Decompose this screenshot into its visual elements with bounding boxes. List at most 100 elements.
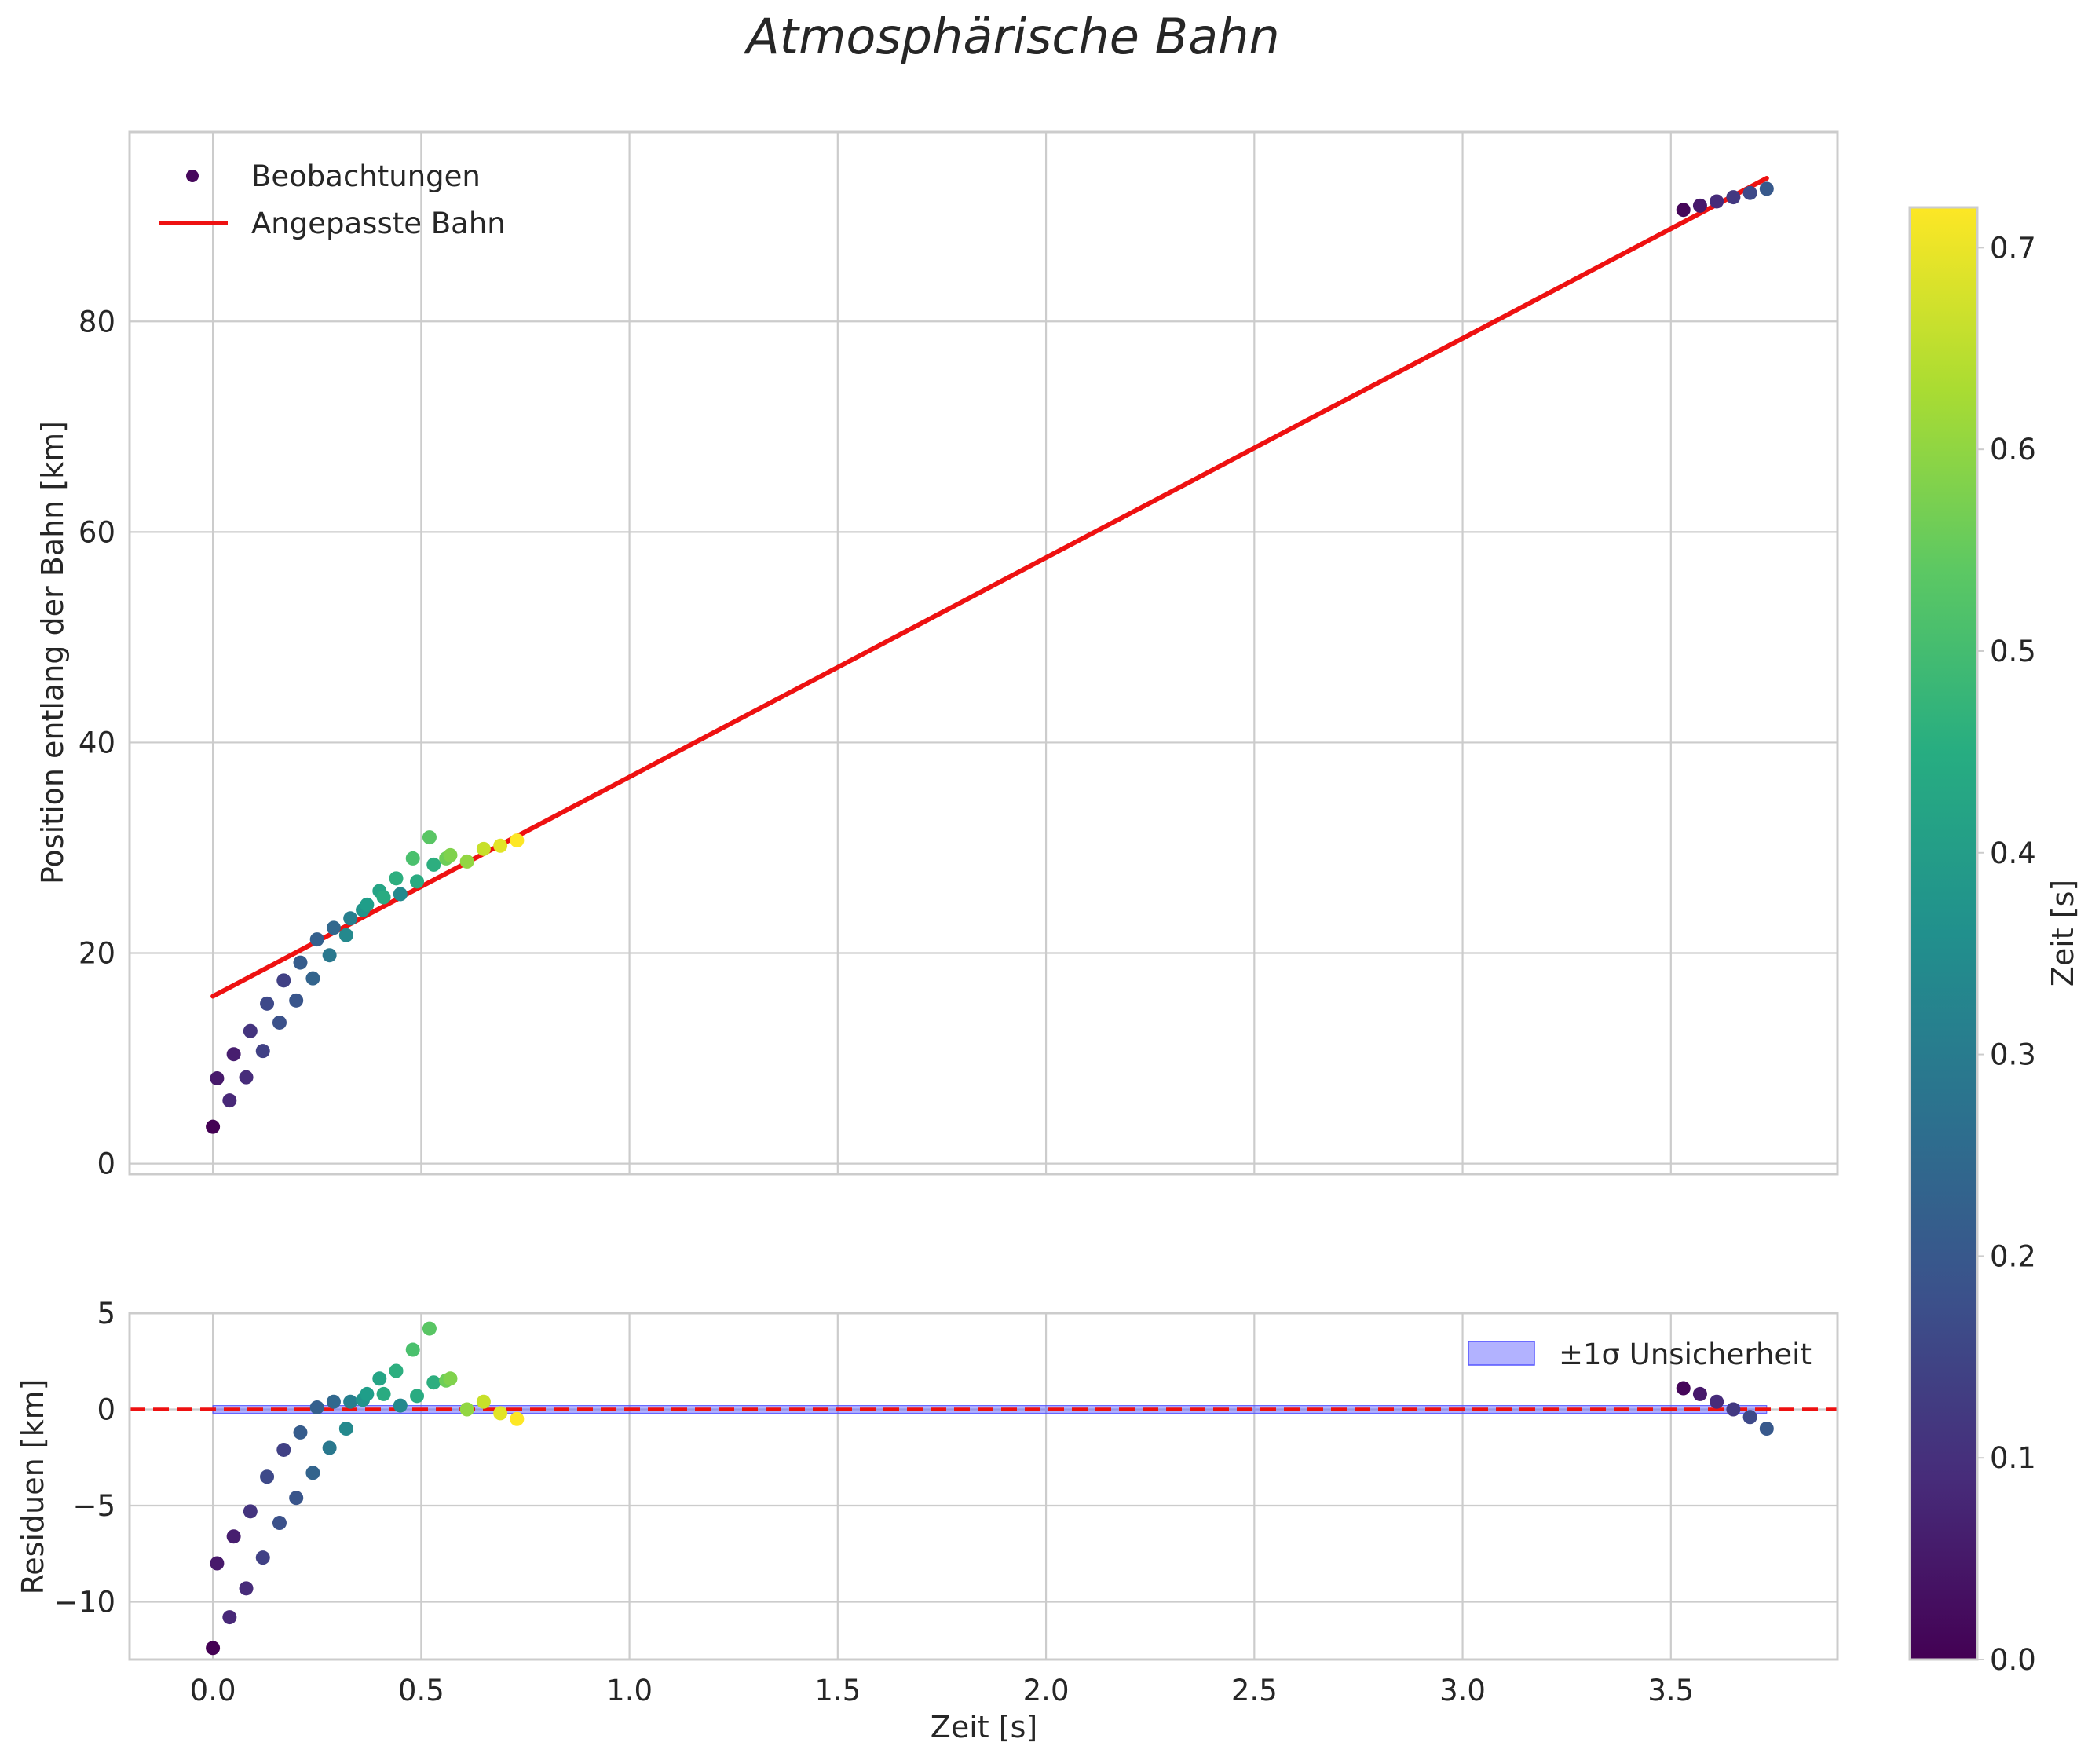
residual-point	[405, 1342, 420, 1357]
fitted-trajectory-line	[210, 175, 1769, 999]
residual-point	[1742, 1410, 1757, 1425]
observation-point	[1710, 194, 1724, 209]
bottom-y-tick-label: −5	[72, 1489, 115, 1523]
top-y-tick-label: 80	[79, 305, 115, 339]
residual-point	[360, 1386, 375, 1401]
colorbar-tick-label: 0.4	[1990, 836, 2036, 870]
residual-point	[389, 1363, 404, 1378]
observation-point	[239, 1070, 254, 1085]
residual-point	[226, 1529, 241, 1544]
x-tick-label: 0.5	[398, 1674, 444, 1707]
observation-point	[206, 1119, 221, 1134]
residual-point	[1710, 1394, 1724, 1409]
legend-fit-line-label: Angepasste Bahn	[251, 207, 506, 240]
bottom-y-tick-labels: 5 0 −5 −10	[54, 1297, 115, 1619]
observation-point	[255, 1044, 270, 1059]
residual-point	[343, 1394, 358, 1409]
observation-point	[276, 973, 291, 988]
residual-point	[372, 1371, 387, 1386]
top-y-tick-label: 20	[79, 937, 115, 971]
observation-point	[210, 1071, 225, 1086]
residual-point	[222, 1610, 237, 1625]
observation-point	[243, 1023, 258, 1038]
observation-points	[206, 181, 1774, 1134]
top-y-tick-labels: 0 20 40 60 80	[79, 305, 115, 1180]
observation-point	[405, 851, 420, 866]
colorbar-tick-labels: 0.0 0.1 0.2 0.3 0.4 0.5 0.6 0.7	[1977, 231, 2036, 1677]
observation-point	[1676, 203, 1691, 218]
observation-point	[1742, 185, 1757, 200]
observation-point	[326, 920, 341, 935]
residual-point	[338, 1422, 353, 1436]
chart-title: Atmosphärische Bahn	[743, 8, 1279, 65]
residual-point	[422, 1321, 437, 1336]
colorbar-tick-label: 0.6	[1990, 433, 2036, 467]
observation-point	[293, 955, 308, 970]
residual-point	[1676, 1381, 1691, 1396]
residual-point	[293, 1425, 308, 1440]
observation-point	[322, 948, 337, 963]
observation-point	[426, 857, 441, 872]
legend-observation-marker	[186, 170, 199, 182]
observation-point	[309, 932, 324, 947]
observation-point	[260, 996, 275, 1011]
observation-point	[343, 911, 358, 926]
top-y-tick-label: 60	[79, 515, 115, 549]
x-tick-label: 0.0	[190, 1674, 236, 1707]
observation-point	[338, 928, 353, 942]
colorbar-tick-label: 0.1	[1990, 1441, 2036, 1475]
observation-point	[226, 1047, 241, 1062]
residual-point	[476, 1394, 491, 1409]
top-panel: 0 20 40 60 80 Position entlang der Bahn [km]…	[35, 130, 1839, 1181]
residual-point	[426, 1375, 441, 1390]
observation-point	[493, 838, 508, 853]
bottom-panel: 5 0 −5 −10 0.0 0.5 1.0 1.5 2.0 2.5 3.0 3.5 Residue…	[16, 1297, 1839, 1744]
residual-point	[376, 1386, 391, 1401]
observation-point	[1759, 181, 1774, 196]
bottom-plot-frame	[128, 1312, 1839, 1661]
residual-point	[243, 1504, 258, 1519]
observation-point	[305, 971, 320, 986]
x-tick-label: 3.5	[1647, 1674, 1694, 1707]
observation-point	[410, 874, 425, 889]
residual-point	[1692, 1386, 1707, 1401]
x-tick-label: 1.5	[814, 1674, 861, 1707]
colorbar-gradient	[1908, 206, 1979, 1661]
residual-point	[510, 1411, 525, 1426]
x-axis-label: Zeit [s]	[931, 1710, 1037, 1744]
residual-point	[309, 1400, 324, 1415]
top-y-axis-label: Position entlang der Bahn [km]	[35, 421, 70, 884]
residual-point	[459, 1402, 474, 1417]
residual-point	[272, 1516, 287, 1531]
top-y-tick-label: 0	[97, 1147, 115, 1181]
observation-point	[222, 1093, 237, 1108]
x-tick-label: 3.0	[1439, 1674, 1486, 1707]
residual-point	[289, 1491, 304, 1506]
residual-point	[210, 1556, 225, 1571]
observation-point	[389, 871, 404, 886]
residual-point	[276, 1442, 291, 1457]
colorbar-label: Zeit [s]	[2046, 880, 2080, 986]
residual-point	[493, 1406, 508, 1421]
colorbar: 0.0 0.1 0.2 0.3 0.4 0.5 0.6 0.7 Zeit [s]	[1908, 206, 2080, 1677]
residual-point	[322, 1440, 337, 1455]
observation-point	[393, 887, 408, 902]
top-grid	[130, 132, 1838, 1174]
bottom-y-tick-label: −10	[54, 1586, 115, 1619]
residual-point	[1759, 1422, 1774, 1436]
x-tick-label: 1.0	[606, 1674, 653, 1707]
colorbar-tick-label: 0.0	[1990, 1643, 2036, 1677]
residual-points	[206, 1321, 1774, 1656]
residual-point	[443, 1371, 458, 1386]
observation-point	[1726, 190, 1741, 205]
residual-point	[206, 1641, 221, 1656]
colorbar-tick-label: 0.7	[1990, 231, 2036, 265]
top-legend: Beobachtungen Angepasste Bahn	[159, 159, 506, 240]
observation-point	[459, 854, 474, 869]
x-tick-labels: 0.0 0.5 1.0 1.5 2.0 2.5 3.0 3.5	[190, 1674, 1695, 1707]
residual-point	[305, 1466, 320, 1480]
observation-point	[422, 830, 437, 845]
residual-point	[239, 1581, 254, 1596]
residual-point	[260, 1469, 275, 1484]
